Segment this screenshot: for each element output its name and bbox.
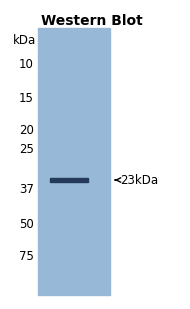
Text: 10: 10	[19, 57, 34, 70]
Bar	[38, 28, 110, 295]
Text: 37: 37	[19, 183, 34, 196]
Text: 75: 75	[19, 250, 34, 263]
Bar	[50, 178, 88, 182]
Text: 20: 20	[19, 124, 34, 137]
Text: 23kDa: 23kDa	[120, 173, 158, 187]
Text: 50: 50	[19, 218, 34, 231]
Text: 15: 15	[19, 92, 34, 105]
Text: Western Blot: Western Blot	[41, 14, 143, 28]
Text: 25: 25	[19, 143, 34, 156]
Text: kDa: kDa	[13, 34, 36, 47]
